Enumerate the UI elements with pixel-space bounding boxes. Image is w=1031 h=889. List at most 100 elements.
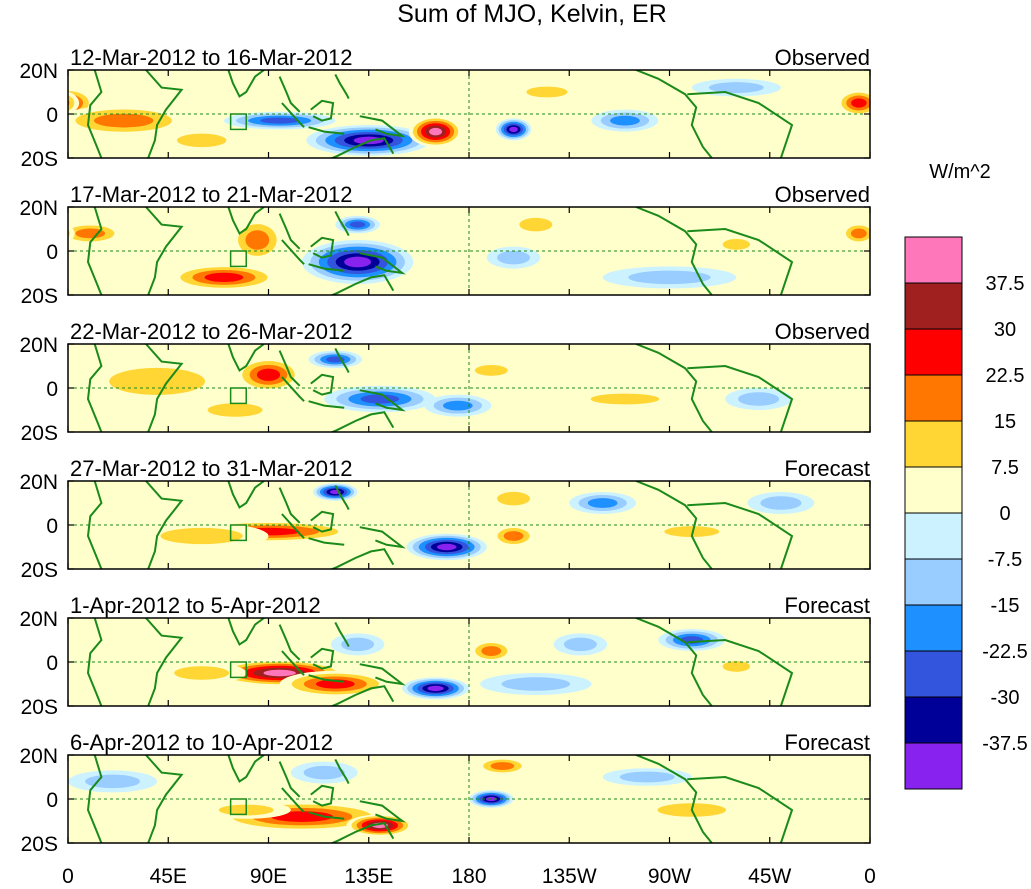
contour-level (93, 113, 154, 128)
x-tick-label: 180 (451, 865, 486, 888)
panel: 20N 0 20S 22-Mar-2012 to 26-Mar-2012 Observe… (19, 319, 871, 445)
y-tick-0-label: 0 (46, 789, 58, 812)
coastline (310, 373, 335, 396)
contour-level (204, 272, 244, 282)
coastline (227, 618, 265, 646)
negative-anomaly (569, 492, 637, 514)
negative-anomaly (553, 633, 608, 656)
coastline (278, 487, 301, 524)
coastline (687, 90, 794, 158)
contour-level (619, 771, 675, 783)
contour-level (563, 637, 597, 652)
contour-level (877, 109, 974, 131)
contour-level (481, 646, 502, 656)
panel-label: Forecast (784, 456, 870, 481)
contour-level (344, 256, 372, 268)
coastline (227, 481, 265, 509)
contour-level (490, 762, 515, 770)
colorbar-level-label: 0 (999, 503, 1010, 525)
contour-level (858, 112, 870, 130)
colorbar-level-label: 15 (994, 411, 1016, 433)
coastline (86, 481, 103, 569)
coastline (227, 344, 265, 372)
y-tick-0-label: 0 (46, 241, 58, 264)
x-tick-label: 0 (864, 865, 876, 888)
positive-anomaly (475, 757, 530, 775)
y-tick-0-label: 0 (46, 652, 58, 675)
positive-anomaly (469, 640, 514, 662)
panel-date-range: 12-Mar-2012 to 16-Mar-2012 (70, 45, 352, 70)
y-tick-20n-label: 20N (19, 471, 58, 494)
x-tick-label: 0 (62, 865, 74, 888)
colorbar-level-label: 22.5 (986, 365, 1025, 387)
coastline (687, 501, 794, 569)
contour-level (85, 774, 140, 789)
coastline (278, 213, 301, 250)
colorbar-level-label: 30 (994, 319, 1016, 341)
coastline (278, 76, 301, 113)
negative-anomaly (469, 790, 514, 808)
coastline (281, 787, 305, 813)
colorbar-level-label: -15 (991, 595, 1020, 617)
panels-group: 20N 0 20S 12-Mar-2012 to 16-Mar-2012 Observe… (19, 45, 974, 856)
contour-level (628, 270, 711, 285)
contour-level (68, 229, 70, 238)
coastline (329, 274, 395, 295)
contour-level (503, 531, 524, 541)
contour-field (68, 70, 974, 158)
contour-level (497, 491, 531, 506)
contour-level (664, 526, 720, 538)
coastline (359, 663, 406, 686)
positive-anomaly (79, 359, 236, 404)
positive-anomaly (190, 399, 280, 421)
positive-anomaly (279, 670, 392, 698)
negative-anomaly (335, 215, 380, 234)
coastlines (86, 481, 794, 569)
contour-level (738, 392, 780, 406)
y-tick-20n-label: 20N (19, 197, 58, 220)
coastline (687, 638, 794, 706)
colorbar-swatch (904, 374, 963, 422)
coastline (329, 411, 395, 432)
contour-level (708, 82, 764, 94)
coastline (227, 207, 265, 235)
coastline (145, 755, 184, 843)
contour-level (501, 677, 571, 691)
y-tick-0-label: 0 (46, 515, 58, 538)
coastline (86, 344, 103, 432)
y-tick-20s-label: 20S (21, 148, 58, 171)
x-tick-label: 90E (250, 865, 287, 888)
positive-anomaly (714, 235, 759, 254)
coastlines (86, 344, 794, 432)
contour-level (256, 368, 281, 381)
x-tick-label: 45E (150, 865, 187, 888)
coastline (329, 137, 395, 158)
panel: 20N 0 20S 17-Mar-2012 to 21-Mar-2012 Observe… (19, 182, 871, 308)
colorbar-swatch (904, 420, 963, 468)
contour-level (587, 498, 618, 508)
contour-level (437, 543, 457, 551)
coastline (278, 624, 301, 661)
positive-anomaly (569, 390, 681, 408)
contour-level (245, 230, 270, 250)
contour-level (509, 126, 518, 133)
negative-anomaly (68, 770, 158, 793)
contour-level (760, 496, 802, 510)
positive-anomaly (509, 213, 563, 236)
colorbar: W/m^2 37.5 30 22.5 15 7.5 0 -7.5 -15 -22.5 -30 -37… (904, 161, 1028, 790)
colorbar-swatch (904, 558, 963, 606)
coastline (334, 484, 350, 511)
negative-anomaly (486, 246, 541, 269)
panel-date-range: 22-Mar-2012 to 26-Mar-2012 (70, 319, 352, 344)
coastline (334, 210, 350, 237)
contour-level (497, 250, 531, 265)
negative-anomaly (330, 633, 385, 656)
coastline (281, 239, 305, 265)
positive-anomaly (68, 89, 870, 117)
panel-date-range: 6-Apr-2012 to 10-Apr-2012 (70, 730, 333, 755)
negative-anomaly (424, 394, 492, 417)
panel-label: Observed (775, 182, 870, 207)
coastline (635, 344, 713, 432)
negative-anomaly (301, 240, 414, 284)
contour-level (207, 403, 263, 417)
